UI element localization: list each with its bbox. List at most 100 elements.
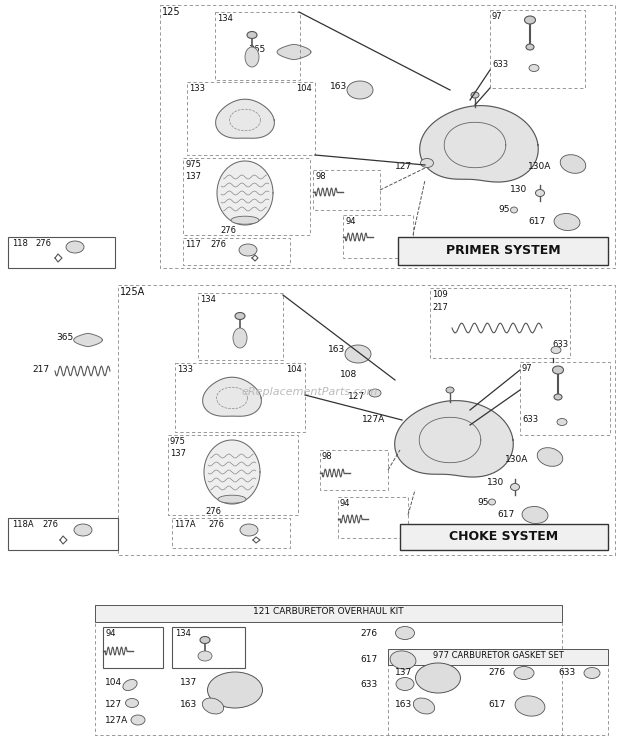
Ellipse shape bbox=[414, 698, 435, 714]
Text: 977 CARBURETOR GASKET SET: 977 CARBURETOR GASKET SET bbox=[433, 651, 564, 660]
Ellipse shape bbox=[125, 699, 138, 708]
Ellipse shape bbox=[510, 207, 518, 213]
Ellipse shape bbox=[396, 678, 414, 690]
Bar bbox=[8, 237, 115, 268]
Text: 617: 617 bbox=[497, 510, 514, 519]
Text: 117: 117 bbox=[185, 240, 201, 249]
Text: 617: 617 bbox=[488, 700, 505, 709]
Text: 118: 118 bbox=[12, 239, 28, 248]
Text: 134: 134 bbox=[217, 14, 233, 23]
Bar bbox=[320, 450, 388, 490]
Ellipse shape bbox=[202, 698, 224, 714]
Text: 127A: 127A bbox=[362, 415, 385, 424]
Ellipse shape bbox=[525, 16, 536, 24]
Ellipse shape bbox=[240, 524, 258, 536]
Text: 276: 276 bbox=[205, 507, 221, 516]
Ellipse shape bbox=[446, 387, 454, 393]
Ellipse shape bbox=[390, 651, 416, 669]
Ellipse shape bbox=[584, 667, 600, 679]
Polygon shape bbox=[204, 440, 260, 504]
Text: 276: 276 bbox=[488, 668, 505, 677]
Text: 163: 163 bbox=[395, 700, 412, 709]
Text: PRIMER SYSTEM: PRIMER SYSTEM bbox=[446, 244, 560, 257]
Text: CHOKE SYSTEM: CHOKE SYSTEM bbox=[450, 530, 559, 543]
Text: 121 CARBURETOR OVERHAUL KIT: 121 CARBURETOR OVERHAUL KIT bbox=[253, 607, 404, 616]
Text: 276: 276 bbox=[360, 629, 377, 638]
Text: 276: 276 bbox=[208, 520, 224, 529]
Text: 117A: 117A bbox=[174, 520, 196, 529]
Ellipse shape bbox=[235, 312, 245, 319]
Text: 94: 94 bbox=[106, 629, 117, 638]
Text: 130A: 130A bbox=[528, 162, 551, 171]
Ellipse shape bbox=[369, 389, 381, 397]
Bar bbox=[338, 497, 408, 538]
Bar bbox=[313, 170, 380, 210]
Ellipse shape bbox=[529, 65, 539, 71]
Ellipse shape bbox=[515, 696, 545, 716]
Text: 276: 276 bbox=[42, 520, 58, 529]
Text: 276: 276 bbox=[35, 239, 51, 248]
Polygon shape bbox=[395, 400, 513, 477]
Text: 217: 217 bbox=[432, 303, 448, 312]
Text: 975: 975 bbox=[185, 160, 201, 169]
Ellipse shape bbox=[218, 496, 246, 503]
Bar bbox=[175, 363, 305, 432]
Ellipse shape bbox=[554, 214, 580, 231]
Text: 137: 137 bbox=[395, 668, 412, 677]
Text: 163: 163 bbox=[330, 82, 347, 91]
Text: 109: 109 bbox=[432, 290, 448, 299]
Text: 633: 633 bbox=[522, 415, 538, 424]
Bar bbox=[400, 524, 608, 550]
Bar bbox=[118, 285, 615, 555]
Ellipse shape bbox=[536, 190, 544, 196]
Bar bbox=[183, 158, 310, 235]
Bar bbox=[95, 605, 562, 735]
Text: 617: 617 bbox=[360, 655, 377, 664]
Ellipse shape bbox=[74, 524, 92, 536]
Text: 133: 133 bbox=[189, 84, 205, 93]
Ellipse shape bbox=[345, 345, 371, 363]
Ellipse shape bbox=[347, 81, 373, 99]
Ellipse shape bbox=[526, 44, 534, 50]
Bar bbox=[398, 237, 608, 265]
Bar bbox=[8, 518, 118, 550]
Bar bbox=[103, 627, 163, 668]
Ellipse shape bbox=[415, 663, 461, 693]
Text: 134: 134 bbox=[175, 629, 191, 638]
Ellipse shape bbox=[551, 347, 561, 353]
Ellipse shape bbox=[420, 158, 433, 167]
Text: 163: 163 bbox=[328, 345, 345, 354]
Text: 125: 125 bbox=[162, 7, 180, 17]
Ellipse shape bbox=[208, 672, 262, 708]
Text: 617: 617 bbox=[528, 217, 545, 226]
Ellipse shape bbox=[198, 651, 212, 661]
Bar bbox=[520, 362, 610, 435]
Text: 137: 137 bbox=[170, 449, 186, 458]
Ellipse shape bbox=[245, 47, 259, 67]
Text: 127: 127 bbox=[105, 700, 122, 709]
Bar bbox=[183, 238, 290, 265]
Text: 127: 127 bbox=[395, 162, 412, 171]
Ellipse shape bbox=[233, 328, 247, 348]
Text: 633: 633 bbox=[360, 680, 377, 689]
Text: 633: 633 bbox=[552, 340, 568, 349]
Text: 98: 98 bbox=[322, 452, 332, 461]
Text: 97: 97 bbox=[492, 12, 503, 21]
Text: 127A: 127A bbox=[105, 716, 128, 725]
Ellipse shape bbox=[123, 679, 137, 690]
Text: 276: 276 bbox=[220, 226, 236, 235]
Text: 130: 130 bbox=[487, 478, 504, 487]
Ellipse shape bbox=[396, 626, 415, 640]
Ellipse shape bbox=[200, 637, 210, 644]
Text: 127: 127 bbox=[348, 392, 365, 401]
Ellipse shape bbox=[560, 155, 586, 173]
Text: 365: 365 bbox=[248, 45, 265, 54]
Ellipse shape bbox=[239, 244, 257, 256]
Ellipse shape bbox=[537, 448, 563, 466]
Ellipse shape bbox=[557, 418, 567, 426]
Polygon shape bbox=[203, 377, 262, 416]
Bar bbox=[172, 518, 290, 548]
Ellipse shape bbox=[552, 366, 564, 374]
Polygon shape bbox=[420, 106, 538, 182]
Text: 104: 104 bbox=[296, 84, 312, 93]
